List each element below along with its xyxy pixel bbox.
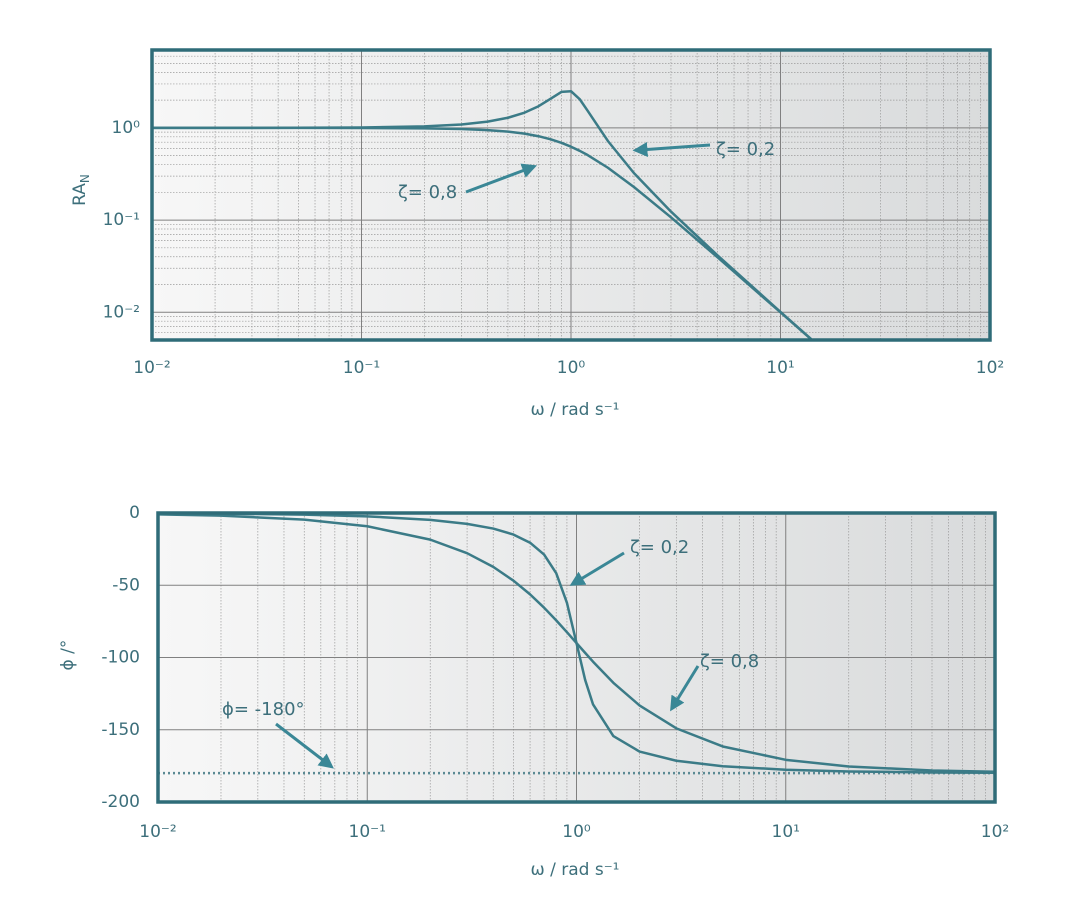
axis-labels: RAN ω / rad s⁻¹ ϕ /° ω / rad s⁻¹ (58, 174, 620, 880)
plot-frame (150, 48, 992, 342)
annotations: ζ= 0,2 ζ= 0,8 ζ= 0,2 ζ= 0,8 ϕ= -180° (222, 139, 775, 769)
y-tick-label: 10⁻¹ (103, 210, 140, 230)
x-axis-label: ω / rad s⁻¹ (530, 860, 619, 880)
series-line (158, 513, 995, 774)
x-tick-label: 10¹ (766, 358, 794, 378)
y-tick-label: -200 (101, 792, 140, 812)
x-tick-label: 10⁰ (557, 358, 586, 378)
annotation-arrow (569, 551, 625, 586)
annotation: ζ= 0,8 (700, 651, 759, 672)
annotation: ζ= 0,8 (398, 182, 457, 203)
annotation-arrow (632, 141, 711, 157)
y-tick-label: 0 (129, 503, 140, 523)
annotation-arrow (670, 665, 700, 712)
x-tick-label: 10⁻² (139, 822, 176, 842)
x-axis-label: ω / rad s⁻¹ (530, 400, 619, 420)
y-axis-label-subscript: N (78, 174, 92, 183)
x-tick-label: 10⁻¹ (349, 822, 386, 842)
chart: 10⁻² 10⁻¹ 10⁰ 10¹ 10² 10⁻² 10⁻¹ 10⁰ (103, 48, 1004, 378)
x-tick-label: 10⁰ (562, 822, 591, 842)
annotation-arrow (465, 163, 538, 194)
y-tick-label: -150 (101, 720, 140, 740)
y-axis-label-main: RA (70, 183, 90, 206)
x-tick-label: 10¹ (772, 822, 800, 842)
y-axis-label: RAN (70, 174, 92, 206)
annotation: ϕ= -180° (222, 699, 305, 720)
x-tick-label: 10² (976, 358, 1004, 378)
x-tick-label: 10⁻¹ (343, 358, 380, 378)
series-line (158, 513, 995, 775)
series-line (152, 126, 812, 340)
y-tick-label: 10⁻² (103, 302, 140, 322)
x-tick-label: 10⁻² (133, 358, 170, 378)
annotation: ζ= 0,2 (716, 139, 775, 160)
y-tick-label: 10⁰ (112, 118, 141, 138)
x-tick-label: 10² (981, 822, 1009, 842)
y-axis-label: ϕ /° (58, 640, 78, 671)
y-tick-label: -100 (101, 648, 140, 668)
chart: 10⁻² 10⁻¹ 10⁰ 10¹ 10² 0 -50 -100 -150 -200 (101, 503, 1009, 842)
annotation-arrow (275, 722, 334, 769)
plot-frame (156, 511, 997, 804)
y-tick-label: -50 (112, 575, 140, 595)
annotation: ζ= 0,2 (630, 537, 689, 558)
